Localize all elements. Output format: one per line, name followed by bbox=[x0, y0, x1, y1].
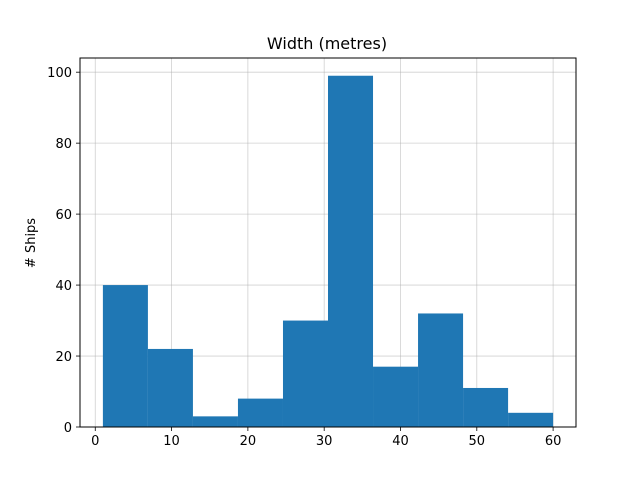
x-tick-label: 30 bbox=[316, 434, 333, 449]
x-tick-label: 60 bbox=[545, 434, 562, 449]
y-axis: 0 20 40 60 80 100 bbox=[47, 66, 80, 436]
y-tick-label: 100 bbox=[47, 66, 72, 81]
x-tick-label: 0 bbox=[91, 434, 99, 449]
y-tick-label: 60 bbox=[55, 208, 72, 223]
x-tick-label: 50 bbox=[469, 434, 486, 449]
x-tick-label: 10 bbox=[163, 434, 180, 449]
y-tick-label: 80 bbox=[55, 137, 72, 152]
histogram-bar bbox=[102, 285, 148, 427]
histogram-bar bbox=[192, 416, 238, 427]
x-axis: 0 10 20 30 40 50 60 bbox=[91, 427, 561, 449]
y-axis-label: # Ships bbox=[24, 218, 39, 268]
chart-title: Width (metres) bbox=[267, 34, 387, 53]
histogram-bar bbox=[237, 398, 283, 427]
plot-frame bbox=[79, 57, 577, 428]
histogram-bar bbox=[418, 313, 464, 427]
bars bbox=[102, 75, 554, 427]
y-tick-label: 40 bbox=[55, 279, 72, 294]
histogram-bar bbox=[147, 348, 193, 427]
y-tick-label: 0 bbox=[64, 421, 72, 436]
grid bbox=[80, 58, 576, 428]
y-tick-label: 20 bbox=[55, 350, 72, 365]
histogram-bar bbox=[463, 387, 509, 427]
histogram-bar bbox=[328, 75, 374, 427]
histogram-bar bbox=[282, 320, 328, 427]
histogram-bar bbox=[508, 412, 554, 427]
x-tick-label: 20 bbox=[240, 434, 257, 449]
histogram-bar bbox=[373, 366, 419, 427]
x-tick-label: 40 bbox=[392, 434, 409, 449]
